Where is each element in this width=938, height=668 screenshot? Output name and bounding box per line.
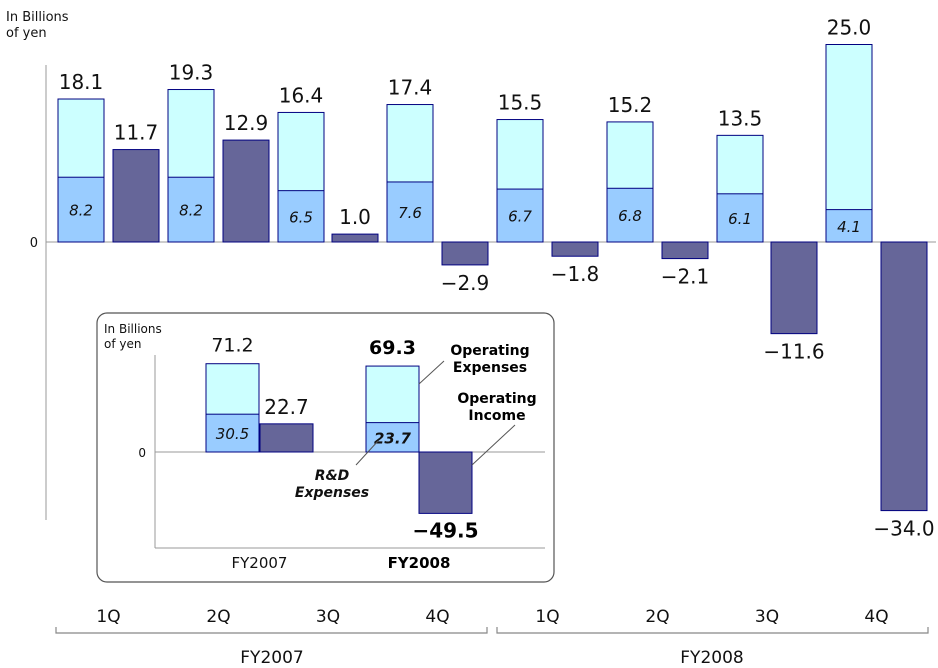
income-value-label: −1.8 (551, 262, 600, 286)
y-axis-title-line2: of yen (6, 26, 47, 41)
quarter-tick-label: 4Q (864, 607, 888, 627)
zero-tick-label: 0 (30, 236, 38, 251)
rnd-bar (386, 181, 434, 243)
rnd-bar (167, 176, 215, 243)
operating-income-bar (880, 241, 928, 512)
inset-rnd-bar (205, 413, 260, 453)
inset-rnd-value-label: 23.7 (374, 429, 412, 447)
income-annotation-line1: Operating (457, 391, 536, 407)
inset-fy-tick-label: FY2007 (232, 554, 288, 572)
income-value-label: 11.7 (114, 121, 159, 145)
rnd-value-label: 8.2 (69, 202, 93, 220)
quarter-tick-label: 3Q (316, 607, 340, 627)
rnd-bar (606, 187, 654, 243)
fy2008-bracket (496, 627, 929, 634)
fy2007-group-label: FY2007 (240, 648, 303, 668)
inset-income-value-label: 22.7 (264, 395, 309, 419)
inset-expenses-value-label: 69.3 (369, 337, 416, 359)
rnd-bar (716, 193, 764, 243)
quarter-tick-label: 4Q (425, 607, 449, 627)
income-value-label: −2.1 (661, 265, 710, 289)
operating-income-bar (331, 233, 379, 243)
inset-zero-tick-label: 0 (138, 446, 146, 460)
expenses-value-label: 18.1 (59, 70, 104, 94)
rnd-bar (496, 188, 544, 243)
inset-y-title-line1: In Billions (104, 322, 162, 336)
expenses-bar (825, 44, 873, 243)
quarter-tick-label: 2Q (206, 607, 230, 627)
income-callout-line (471, 424, 516, 466)
inset-income-bar (259, 423, 314, 453)
operating-income-bar (770, 241, 818, 335)
fy2008-group-label: FY2008 (680, 648, 743, 668)
rnd-annotation-line1: R&D (315, 468, 350, 484)
expenses-annotation-line1: Operating (450, 343, 529, 359)
income-value-label: 1.0 (339, 205, 371, 229)
y-axis-title-line1: In Billions (6, 10, 69, 25)
rnd-bar (825, 209, 873, 243)
inset-income-value-label: −49.5 (412, 518, 478, 542)
rnd-value-label: 4.1 (837, 218, 861, 236)
rnd-bar (277, 190, 325, 243)
operating-income-bar (551, 241, 599, 257)
income-value-label: −34.0 (873, 517, 934, 541)
expenses-value-label: 13.5 (718, 106, 763, 130)
fy2007-bracket (55, 627, 488, 634)
income-value-label: −2.9 (441, 271, 490, 295)
expenses-annotation-line2: Expenses (453, 360, 527, 376)
rnd-callout-line (355, 440, 379, 466)
inset-fy-tick-label: FY2008 (388, 554, 451, 572)
expenses-value-label: 25.0 (827, 16, 872, 40)
quarter-tick-label: 3Q (755, 607, 779, 627)
operating-income-bar (222, 139, 270, 243)
quarter-tick-label: 1Q (535, 607, 559, 627)
rnd-value-label: 6.5 (289, 208, 313, 226)
expenses-callout-line (418, 360, 445, 385)
inset-income-bar (418, 451, 473, 514)
operating-income-bar (661, 241, 709, 260)
inset-expenses-value-label: 71.2 (211, 335, 253, 357)
income-value-label: −11.6 (763, 340, 824, 364)
income-annotation-line2: Income (468, 408, 525, 424)
expenses-value-label: 17.4 (388, 76, 433, 100)
quarter-tick-label: 2Q (645, 607, 669, 627)
rnd-value-label: 8.2 (179, 202, 203, 220)
expenses-value-label: 16.4 (279, 83, 324, 107)
rnd-bar (57, 176, 105, 243)
rnd-value-label: 7.6 (398, 204, 422, 222)
operating-income-bar (112, 149, 160, 243)
inset-rnd-value-label: 30.5 (216, 425, 249, 443)
quarter-tick-label: 1Q (96, 607, 120, 627)
inset-rnd-bar (365, 422, 420, 453)
expenses-value-label: 15.2 (608, 93, 653, 117)
inset-y-title-line2: of yen (104, 337, 141, 351)
rnd-value-label: 6.8 (618, 207, 642, 225)
expenses-value-label: 15.5 (498, 91, 543, 115)
expenses-value-label: 19.3 (169, 61, 214, 85)
rnd-value-label: 6.1 (728, 210, 752, 228)
rnd-annotation-line2: Expenses (295, 485, 369, 501)
operating-income-bar (441, 241, 489, 266)
rnd-value-label: 6.7 (508, 208, 532, 226)
income-value-label: 12.9 (224, 111, 269, 135)
